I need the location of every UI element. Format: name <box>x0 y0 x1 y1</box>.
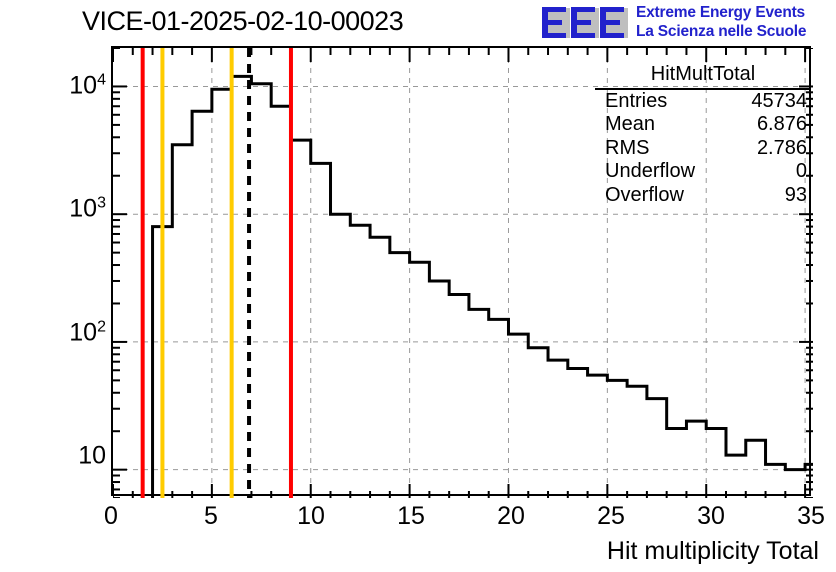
stats-rows: Entries 45734 Mean 6.876 RMS 2.786 Underflow 0 O… <box>595 90 811 208</box>
stats-row-key: RMS <box>605 136 650 159</box>
eee-logo-line2: La Scienza nelle Scuole <box>636 23 807 40</box>
y-tick-label-1000: 103 <box>69 194 106 223</box>
data-layer <box>140 48 813 498</box>
x-tick-label-35: 35 <box>797 502 825 530</box>
x-tick-label-10: 10 <box>297 502 325 530</box>
y-tick-label-10: 10 <box>78 441 106 470</box>
stats-row: Mean 6.876 <box>595 113 811 137</box>
stats-row: Underflow 0 <box>595 160 811 184</box>
stats-row-key: Mean <box>605 113 656 135</box>
stats-row-key: Entries <box>605 89 668 112</box>
x-tick-label-15: 15 <box>397 502 425 530</box>
eee-logo-mark <box>542 7 628 38</box>
grid-layer <box>113 48 813 498</box>
page-title: VICE-01-2025-02-10-00023 <box>82 6 404 36</box>
stats-box: HitMultTotal Entries 45734 Mean 6.876 RMS 2.7… <box>595 63 811 207</box>
stats-row-key: Underflow <box>605 160 696 182</box>
x-tick-label-5: 5 <box>204 502 218 530</box>
stats-row: Entries 45734 <box>595 90 811 114</box>
tick-layer <box>113 48 813 498</box>
stats-row: RMS 2.786 <box>595 137 811 161</box>
x-tick-label-0: 0 <box>104 502 118 530</box>
stats-row: Overflow 93 <box>595 184 811 208</box>
eee-logo-line1: Extreme Energy Events <box>636 4 805 21</box>
y-tick-label-100: 102 <box>69 318 106 347</box>
stats-row-value: 93 <box>784 183 807 206</box>
stats-row-value: 6.876 <box>756 113 807 135</box>
stats-row-value: 0 <box>795 160 807 182</box>
x-axis-title: Hit multiplicity Total <box>606 537 819 565</box>
stats-row-value: 45734 <box>751 89 807 112</box>
eee-logo: Extreme Energy Events La Scienza nelle S… <box>540 2 830 44</box>
x-tick-label-25: 25 <box>597 502 625 530</box>
x-tick-label-20: 20 <box>497 502 525 530</box>
x-tick-label-30: 30 <box>697 502 725 530</box>
stats-row-value: 2.786 <box>756 136 807 159</box>
y-tick-label-10000: 104 <box>69 71 106 100</box>
stats-row-key: Overflow <box>605 183 684 206</box>
stats-title: HitMultTotal <box>595 63 811 90</box>
plot-frame <box>111 46 813 498</box>
